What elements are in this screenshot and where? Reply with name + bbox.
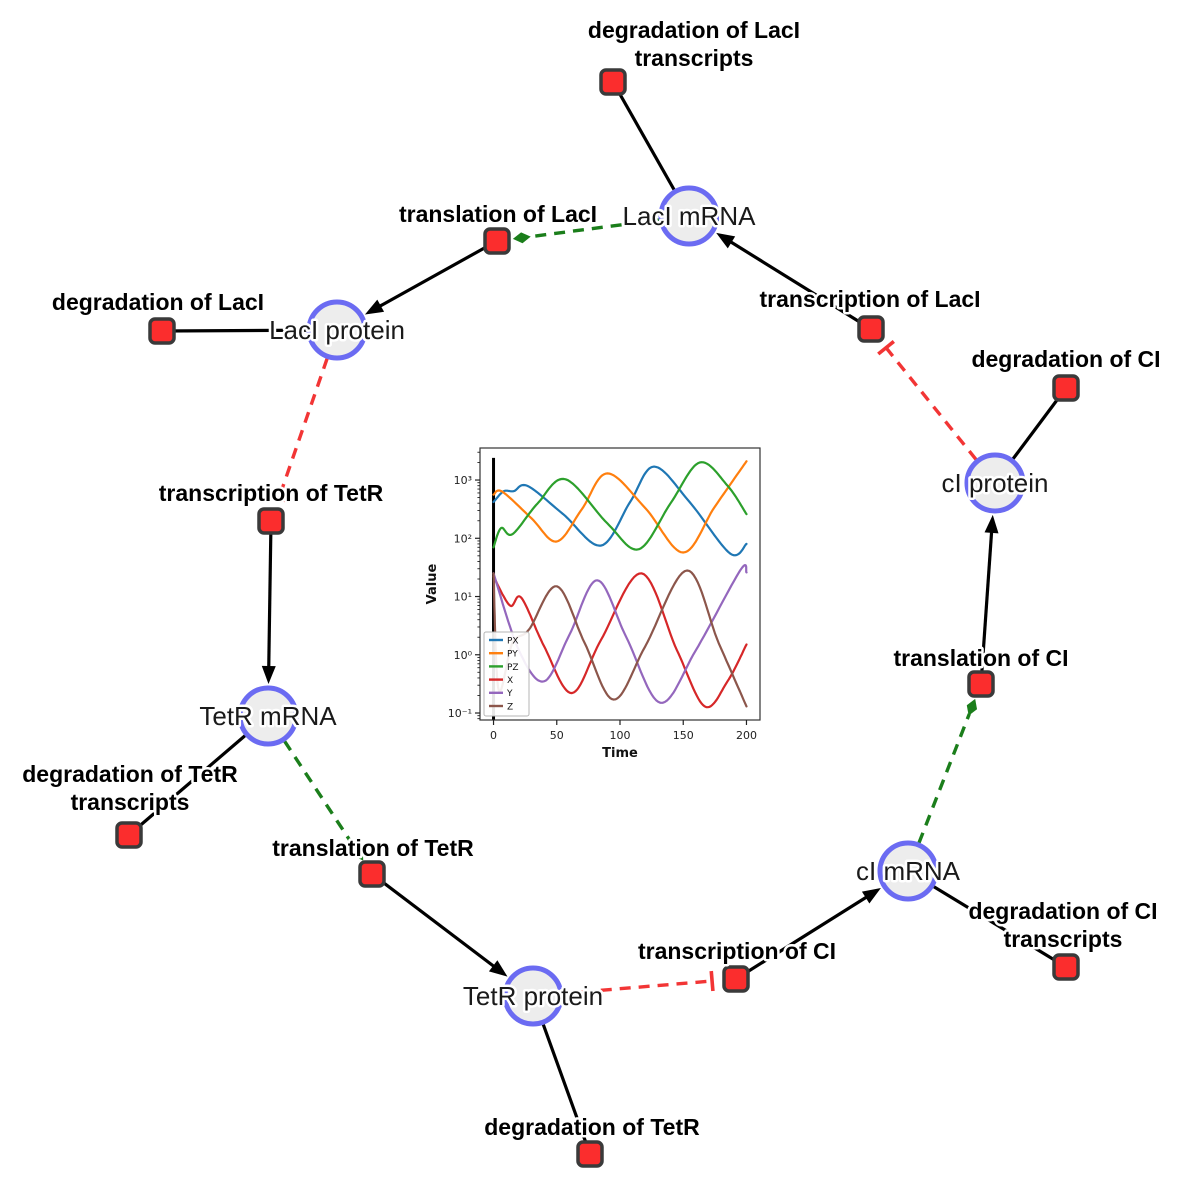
edge-catalysis-ci_mrna-translation_ci-diamond-arrowhead-icon — [966, 698, 978, 716]
series-curve-Y — [492, 564, 748, 704]
species-label-tetr_mrna: TetR mRNA — [199, 701, 337, 731]
edge-production-transcription_tetr-tetr_mrna-arrowhead-icon — [261, 665, 276, 685]
species-node-tetr_protein[interactable] — [502, 965, 564, 1027]
species-node-laci_protein[interactable] — [306, 299, 368, 361]
reaction-label-deg_laci_transcripts-line1: transcripts — [635, 45, 754, 71]
edge-production-transcription_laci-laci_mrna-arrowhead-icon — [716, 232, 736, 249]
x-axis-label: Time — [602, 746, 638, 761]
reaction-label-deg_tetr_transcripts-line1: transcripts — [71, 789, 190, 815]
reaction-label-transcription_laci-line0: transcription of LacI — [759, 286, 980, 312]
series-curve-PZ — [492, 461, 748, 551]
nodes-layer — [115, 68, 1080, 1168]
series-curve-PY — [492, 460, 748, 554]
edge-inhibition-ci_protein-transcription_laci-tbar-icon — [877, 340, 895, 356]
edge-production-transcription_ci-ci_mrna — [735, 891, 874, 981]
edge-catalysis-tetr_mrna-translation_tetr — [283, 740, 356, 849]
y-tick-label: 10¹ — [454, 591, 472, 604]
reaction-node-deg_tetr_transcripts[interactable] — [115, 821, 143, 849]
series-curve-X — [492, 572, 748, 709]
edge-inhibition-ci_protein-transcription_laci — [884, 346, 978, 461]
reaction-node-transcription_tetr[interactable] — [257, 507, 285, 535]
reaction-node-translation_ci[interactable] — [967, 670, 995, 698]
reaction-label-deg_laci_transcripts-line0: degradation of LacI — [588, 17, 800, 43]
reaction-node-deg_ci_transcripts[interactable] — [1052, 953, 1080, 981]
y-axis-label: Value — [425, 563, 440, 604]
x-tick-label: 50 — [550, 729, 564, 742]
edge-production-transcription_ci-ci_mrna-arrowhead-icon — [861, 888, 881, 904]
reaction-label-translation_laci-line0: translation of LacI — [399, 201, 597, 227]
reaction-node-deg_ci[interactable] — [1052, 374, 1080, 402]
y-tick-label: 10² — [454, 532, 472, 545]
reaction-node-translation_tetr[interactable] — [358, 860, 386, 888]
legend-label-PY: PY — [507, 650, 518, 660]
reaction-label-deg_ci-line0: degradation of CI — [971, 346, 1160, 372]
species-node-laci_mrna[interactable] — [658, 185, 720, 247]
x-tick-label: 100 — [610, 729, 631, 742]
edge-inhibition-tetr_protein-transcription_ci-tbar-icon — [709, 970, 715, 992]
legend-label-Z: Z — [507, 702, 513, 712]
reaction-node-deg_laci_transcripts[interactable] — [599, 68, 627, 96]
x-tick-label: 0 — [490, 729, 497, 742]
species-label-ci_protein: cI protein — [942, 468, 1049, 498]
labels-layer: LacI mRNA LacI protein TetR mRNA TetR prote… — [20, 15, 1163, 1143]
y-tick-label: 10⁰ — [454, 649, 473, 662]
edge-catalysis-ci_mrna-translation_ci — [917, 713, 971, 844]
edge-catalysis-laci_mrna-translation_laci — [528, 218, 660, 239]
reaction-label-transcription_tetr-line0: transcription of TetR — [159, 480, 384, 506]
species-node-tetr_mrna[interactable] — [237, 685, 299, 747]
species-label-ci_mrna: cI mRNA — [856, 856, 961, 886]
reaction-label-deg_laci-line0: degradation of LacI — [52, 289, 264, 315]
legend-label-X: X — [507, 676, 513, 686]
species-label-laci_protein: LacI protein — [269, 315, 405, 345]
reaction-label-deg_tetr-line0: degradation of TetR — [484, 1114, 700, 1140]
edge-inhibition-laci_protein-transcription_tetr — [277, 357, 329, 499]
reaction-node-deg_tetr[interactable] — [576, 1140, 604, 1168]
legend-label-PZ: PZ — [507, 663, 519, 673]
reaction-label-translation_ci-line0: translation of CI — [893, 645, 1068, 671]
x-tick-label: 200 — [736, 729, 757, 742]
reaction-node-transcription_laci[interactable] — [857, 315, 885, 343]
edge-production-transcription_laci-laci_mrna — [723, 236, 872, 331]
reaction-node-translation_laci[interactable] — [483, 227, 511, 255]
edge-production-translation_tetr-tetr_protein-arrowhead-icon — [488, 960, 508, 977]
legend-label-Y: Y — [506, 689, 513, 699]
series-curve-PX — [492, 465, 748, 557]
legend: PX PY PZ XYZ — [483, 631, 530, 717]
x-tick-label: 150 — [673, 729, 694, 742]
edge-catalysis-tetr_mrna-translation_tetr-diamond-arrowhead-icon — [353, 845, 364, 861]
y-tick-label: 10³ — [454, 474, 472, 487]
edge-production-transcription_tetr-tetr_mrna — [267, 520, 273, 675]
species-label-tetr_protein: TetR protein — [463, 981, 603, 1011]
edge-inhibition-tetr_protein-transcription_ci — [562, 979, 713, 996]
y-tick-label: 10⁻¹ — [448, 707, 472, 720]
edge-production-translation_tetr-tetr_protein — [371, 872, 501, 972]
legend-label-PX: PX — [507, 636, 519, 646]
reaction-node-deg_laci[interactable] — [148, 317, 176, 345]
reaction-label-transcription_ci-line0: transcription of CI — [638, 938, 836, 964]
reaction-node-transcription_ci[interactable] — [722, 965, 750, 993]
reaction-label-deg_ci_transcripts-line0: degradation of CI — [968, 898, 1157, 924]
reaction-label-translation_tetr-line0: translation of TetR — [272, 835, 474, 861]
edge-production-translation_ci-ci_protein-arrowhead-icon — [984, 514, 999, 534]
edge-inhibition-laci_protein-transcription_tetr-tbar-icon — [268, 493, 289, 504]
species-label-laci_mrna: LacI mRNA — [623, 201, 757, 231]
species-node-ci_mrna[interactable] — [877, 840, 939, 902]
edge-production-translation_laci-laci_protein-arrowhead-icon — [364, 299, 385, 315]
edge-catalysis-laci_mrna-translation_laci-diamond-arrowhead-icon — [512, 232, 531, 244]
reaction-label-deg_ci_transcripts-line1: transcripts — [1004, 926, 1123, 952]
reaction-label-deg_tetr_transcripts-line0: degradation of TetR — [22, 761, 238, 787]
edge-production-translation_ci-ci_protein — [979, 524, 994, 685]
species-node-ci_protein[interactable] — [964, 452, 1026, 514]
edge-production-translation_laci-laci_protein — [372, 239, 498, 311]
edge-consumption-ci_mrna-deg_ci_transcripts — [907, 869, 1067, 969]
